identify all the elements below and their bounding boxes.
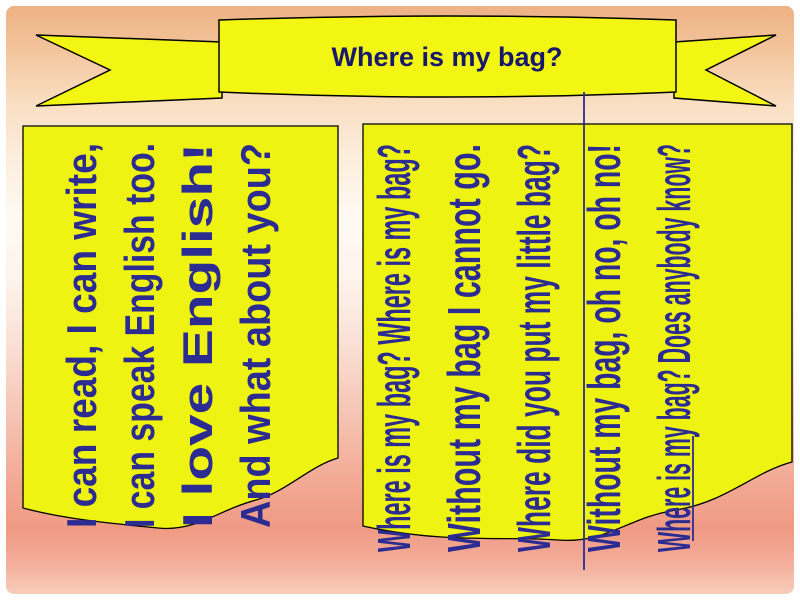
- banner-center-band: [218, 15, 677, 98]
- left-scroll-panel: I can read, I can write, I can speak Eng…: [22, 125, 339, 530]
- slide-title: Where is my bag?: [331, 42, 562, 72]
- right-poem-line-1: Where is my bag? Where is my bag?: [368, 144, 420, 552]
- right-poem-line-5: Where is my bag? Does anybody know?: [648, 144, 700, 552]
- banner-left-tail: [35, 34, 223, 107]
- left-scroll-shape: [22, 125, 339, 530]
- left-poem-line-2: I can speak English too.: [116, 143, 163, 528]
- right-poem-line-3: Where did you put my little bag?: [508, 144, 560, 552]
- banner-right-tail: [673, 34, 777, 107]
- right-poem-line-4: Without my bag, oh no, oh no!: [578, 144, 630, 552]
- title-banner: Where is my bag?: [35, 15, 777, 107]
- overflow-stroke-tall: [583, 92, 585, 570]
- left-poem-line-1: I can read, I can write,: [58, 143, 105, 528]
- overflow-stroke-short: [692, 436, 694, 541]
- left-poem-line-3: I love English!: [174, 143, 221, 528]
- right-scroll-panel: Where is my bag? Where is my bag? Withou…: [362, 123, 793, 552]
- right-poem-line-2: Without my bag I cannot go.: [438, 144, 490, 552]
- left-poem-line-4: And what about you?: [232, 143, 279, 528]
- right-scroll-shape: [362, 123, 793, 542]
